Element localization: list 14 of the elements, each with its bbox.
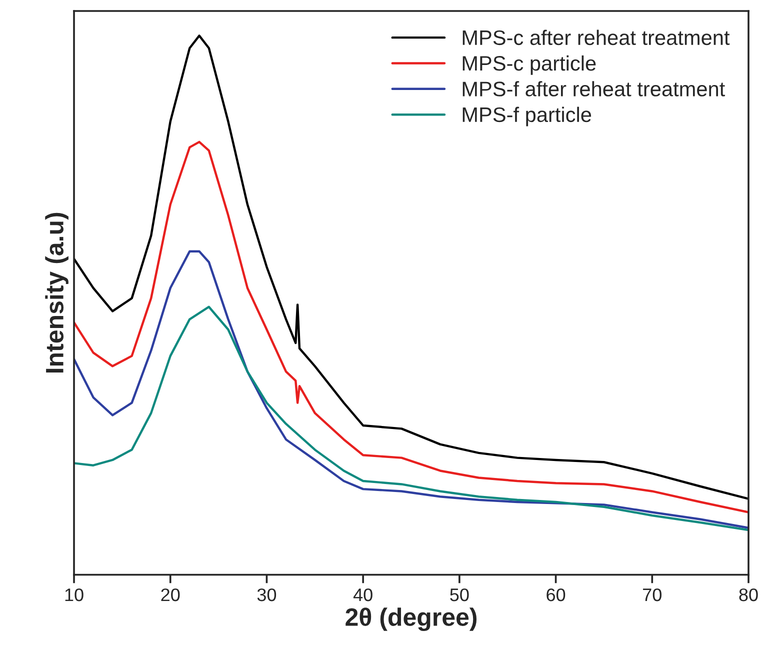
x-tick-label: 60 [546,588,566,602]
legend-label: MPS-c after reheat treatment [462,30,730,46]
x-axis-title: 2θ (degree) [346,608,477,631]
y-axis-title: Intensity (a.u) [45,212,68,372]
x-tick-label: 40 [353,588,372,602]
legend-label: MPS-f after reheat treatment [462,81,725,96]
x-tick-label: 50 [450,588,469,602]
x-tick-label: 30 [257,588,276,602]
x-tick-label: 80 [739,588,758,602]
x-tick-label: 20 [161,588,180,602]
x-tick-label: 70 [643,588,662,602]
legend-label: MPS-c particle [462,55,596,75]
legend-label: MPS-f particle [462,106,592,126]
x-tick-label: 10 [65,588,84,602]
